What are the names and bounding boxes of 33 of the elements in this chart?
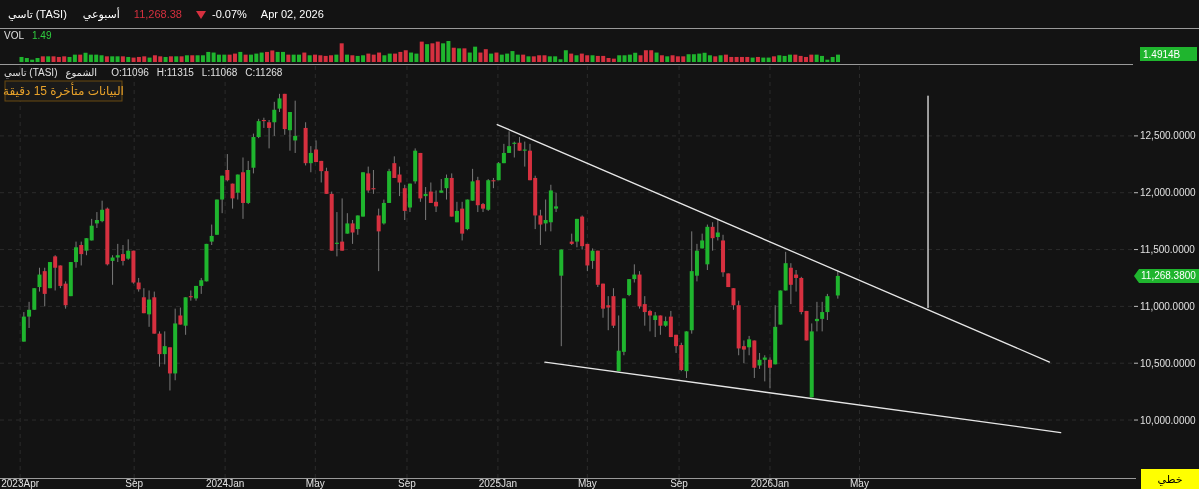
x-tick-label: 2024Jan <box>205 478 245 489</box>
annotation: C:11268 <box>245 67 283 78</box>
text: -0.07% <box>211 8 248 20</box>
annotation: O:11096 <box>111 67 150 78</box>
annotation: تاسي (TASI) <box>4 67 58 79</box>
x-tick-label: Sep <box>398 478 417 489</box>
x-tick-label: 2023Apr <box>1 478 40 489</box>
x-tick-label: May <box>577 478 597 489</box>
annotation: البيانات متأخرة 15 دقيقة <box>3 82 124 99</box>
text: أسبوعي <box>82 7 120 21</box>
y-tick-label: 12,500.0000 <box>1140 130 1197 142</box>
text: خطي <box>1157 473 1183 486</box>
x-tick-label: 2025Jan <box>478 478 518 489</box>
annotation: الشموع <box>65 67 98 79</box>
y-tick-label: 11,500.0000 <box>1140 244 1196 256</box>
text: تاسي (TASI) <box>8 8 67 21</box>
y-tick-label: 12,000.0000 <box>1140 187 1197 199</box>
x-tick-label: Sep <box>125 478 144 489</box>
annotation: 1.49 <box>32 30 52 41</box>
x-tick-label: May <box>849 478 869 489</box>
annotation: H:11315 <box>156 67 195 78</box>
x-tick-label: Sep <box>670 478 689 489</box>
x-tick-label: 2026Jan <box>750 478 790 489</box>
text: 11,268.38 <box>133 8 182 20</box>
y-tick-label: 11,000.0000 <box>1140 300 1196 312</box>
annotation: L:11068 <box>201 67 238 78</box>
y-tick-label: 10,000.0000 <box>1140 414 1197 426</box>
text: Apr 02, 2026 <box>260 8 324 20</box>
x-tick-label: May <box>305 478 325 489</box>
text: 1.4914B <box>1143 49 1181 60</box>
text: 11,268.3800 <box>1141 270 1197 282</box>
chart-title: VOL <box>4 30 25 41</box>
y-tick-label: 10,500.0000 <box>1140 357 1197 369</box>
